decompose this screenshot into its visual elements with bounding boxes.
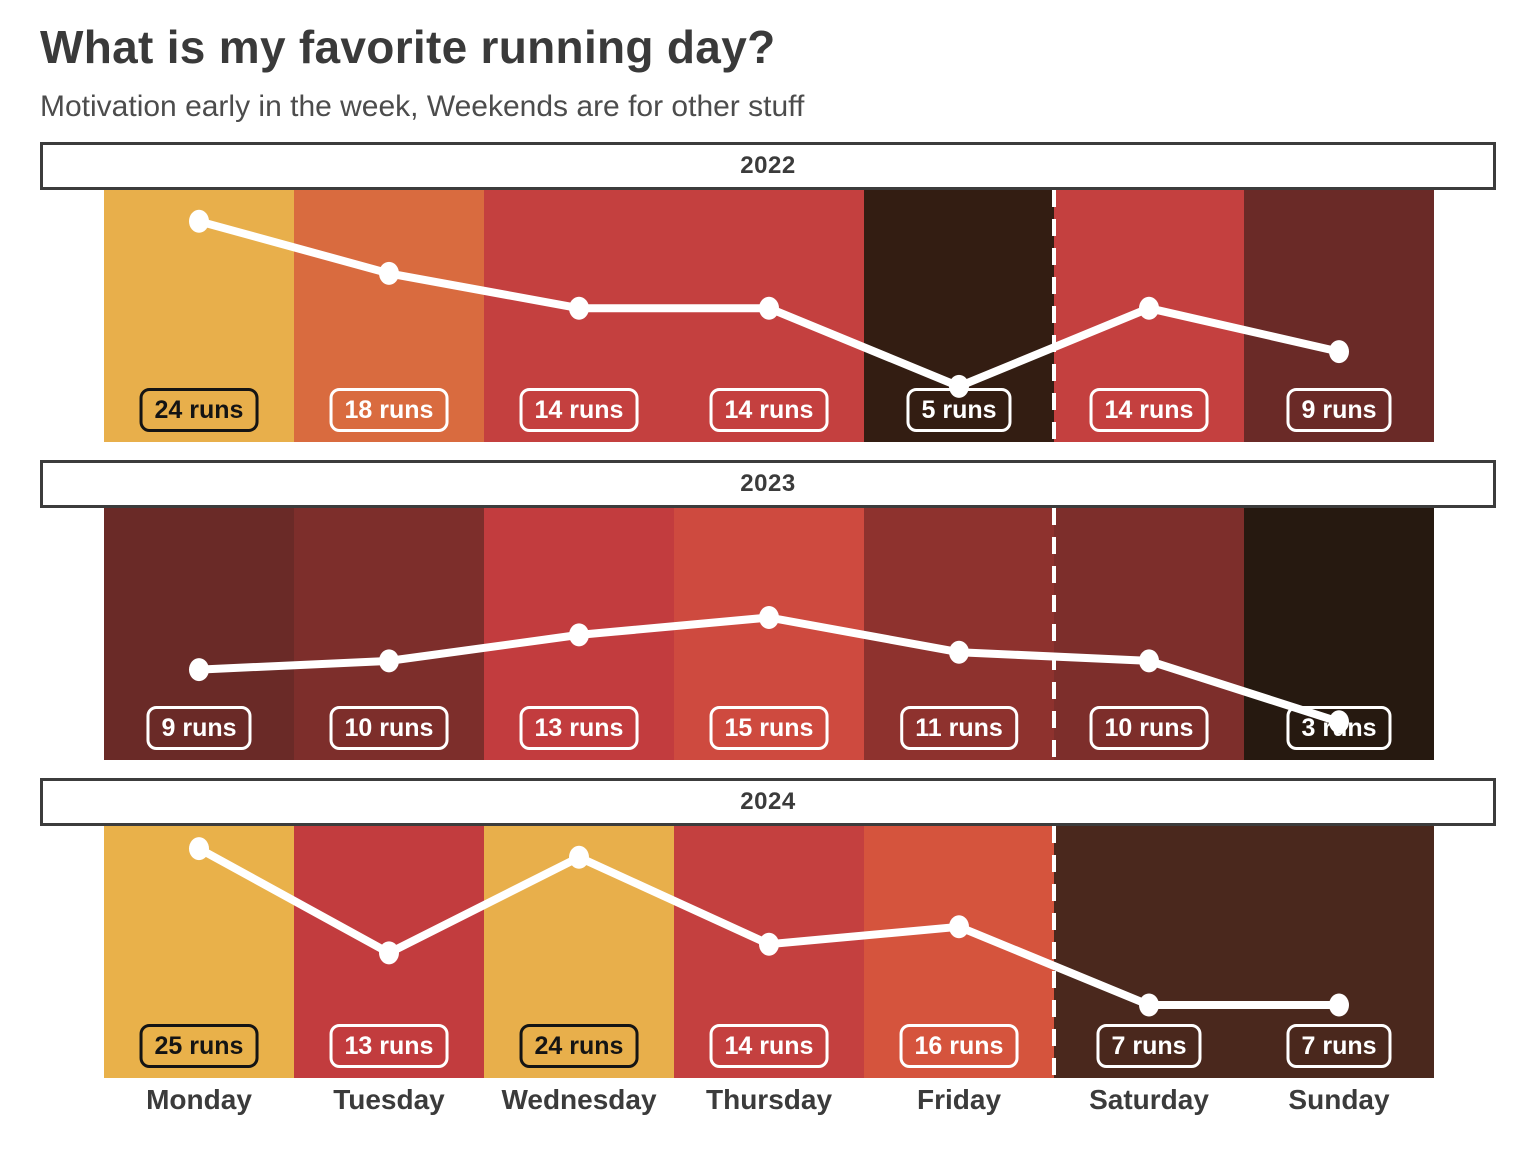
- run-count-label: 24 runs: [139, 388, 259, 432]
- day-label-monday: Monday: [146, 1084, 252, 1115]
- run-count-label: 14 runs: [709, 388, 829, 432]
- panel-chart: [104, 508, 1434, 760]
- run-count-label: 10 runs: [1089, 706, 1209, 750]
- run-point: [759, 606, 779, 629]
- run-point: [1329, 710, 1349, 734]
- run-count-label: 25 runs: [139, 1024, 259, 1068]
- day-column-rect: [864, 190, 1054, 442]
- run-point: [1329, 340, 1349, 364]
- run-count-label: 18 runs: [329, 388, 449, 432]
- day-column-rect: [294, 190, 484, 442]
- day-label-wednesday: Wednesday: [501, 1084, 657, 1115]
- run-point: [189, 837, 209, 861]
- run-count-label: 15 runs: [709, 706, 829, 750]
- year-panel-2022: 2022 24 runs 18 runs 14 runs 14 runs 5 runs 14…: [0, 142, 1536, 442]
- run-count-label: 5 runs: [906, 388, 1012, 432]
- run-point: [379, 261, 399, 285]
- run-count-label: 9 runs: [1286, 388, 1392, 432]
- day-column-rect: [1054, 508, 1244, 760]
- run-point: [189, 658, 209, 682]
- run-point: [569, 845, 589, 869]
- run-count-label: 14 runs: [709, 1024, 829, 1068]
- day-label-saturday: Saturday: [1089, 1084, 1209, 1115]
- run-count-label: 10 runs: [329, 706, 449, 750]
- day-column-rect: [104, 508, 294, 760]
- run-point: [1139, 296, 1159, 320]
- run-count-label: 7 runs: [1096, 1024, 1202, 1068]
- day-column-rect: [864, 508, 1054, 760]
- run-count-label: 3 runs: [1286, 706, 1392, 750]
- run-count-label: 14 runs: [519, 388, 639, 432]
- run-point: [189, 209, 209, 233]
- run-point: [569, 296, 589, 320]
- run-count-label: 13 runs: [329, 1024, 449, 1068]
- day-label-tuesday: Tuesday: [333, 1084, 445, 1115]
- panel-chart: [104, 190, 1434, 442]
- day-column-rect: [104, 826, 294, 1078]
- day-column-rect: [1054, 826, 1244, 1078]
- run-count-label: 16 runs: [899, 1024, 1019, 1068]
- day-label-thursday: Thursday: [705, 1084, 833, 1115]
- run-count-label: 13 runs: [519, 706, 639, 750]
- run-count-label: 14 runs: [1089, 388, 1209, 432]
- day-column-rect: [1244, 190, 1434, 442]
- run-point: [379, 941, 399, 965]
- run-point: [949, 640, 969, 664]
- run-point: [379, 649, 399, 673]
- panel-chart: [104, 826, 1434, 1078]
- run-point: [759, 296, 779, 320]
- day-column-rect: [1244, 826, 1434, 1078]
- year-panel-2023: 2023 9 runs 10 runs 13 runs 15 runs 11 runs 10…: [0, 460, 1536, 760]
- panel-year-label: 2023: [40, 460, 1496, 508]
- page-title: What is my favorite running day?: [40, 21, 776, 73]
- run-point: [1139, 993, 1159, 1017]
- panel-year-label: 2022: [40, 142, 1496, 190]
- run-count-label: 11 runs: [900, 706, 1018, 750]
- day-label-sunday: Sunday: [1288, 1084, 1390, 1115]
- day-column-rect: [674, 508, 864, 760]
- run-count-label: 24 runs: [519, 1024, 639, 1068]
- day-label-friday: Friday: [916, 1084, 1002, 1115]
- panel-year-label: 2024: [40, 778, 1496, 826]
- day-column-rect: [294, 508, 484, 760]
- run-point: [1329, 993, 1349, 1017]
- run-point: [949, 915, 969, 939]
- run-count-label: 7 runs: [1286, 1024, 1392, 1068]
- run-count-label: 9 runs: [146, 706, 252, 750]
- run-point: [569, 623, 589, 647]
- run-point: [949, 374, 969, 398]
- run-point: [759, 932, 779, 956]
- day-axis: Monday Tuesday Wednesday Thursday Friday Satu…: [0, 1084, 1536, 1126]
- run-point: [1139, 649, 1159, 673]
- year-panel-2024: 2024 25 runs 13 runs 24 runs 14 runs 16 runs 7…: [0, 778, 1536, 1078]
- page-subtitle: Motivation early in the week, Weekends a…: [40, 90, 805, 123]
